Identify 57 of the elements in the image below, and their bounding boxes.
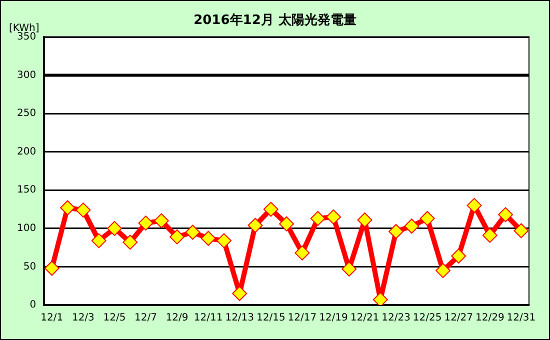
point — [170, 229, 185, 244]
point — [248, 218, 263, 233]
point — [122, 234, 138, 250]
point — [326, 209, 341, 224]
point — [106, 220, 122, 236]
x-tick-label: 12/9 — [166, 312, 188, 324]
point — [466, 198, 482, 213]
point — [216, 233, 232, 248]
point — [294, 245, 310, 260]
y-tick-label: 150 — [16, 184, 36, 196]
y-tick-label: 100 — [16, 223, 36, 234]
y-tick-label: 0 — [30, 300, 36, 311]
point — [357, 212, 372, 228]
point — [44, 260, 60, 276]
x-tick-label: 12/17 — [288, 312, 317, 324]
point — [420, 210, 435, 226]
x-tick-label: 12/25 — [412, 312, 442, 324]
point — [185, 224, 200, 240]
y-axis-title: [KWh] — [9, 23, 40, 34]
y-tick-label: 250 — [16, 108, 36, 120]
x-tick-label: 12/23 — [382, 312, 410, 324]
point — [76, 202, 91, 218]
point — [435, 263, 450, 278]
point — [498, 207, 514, 222]
point — [232, 286, 248, 302]
point — [372, 292, 388, 305]
x-tick-label: 12/31 — [506, 312, 536, 324]
point — [310, 210, 326, 226]
point — [263, 202, 278, 217]
point — [60, 200, 76, 216]
point — [451, 248, 466, 264]
x-tick-label: 12/19 — [319, 312, 348, 324]
y-tick-label: 300 — [16, 70, 36, 81]
x-tick-label: 12/27 — [444, 312, 474, 324]
x-tick-label: 12/15 — [256, 312, 286, 324]
point — [342, 262, 357, 277]
x-tick-label: 12/21 — [350, 312, 380, 324]
x-tick-label: 12/29 — [475, 312, 504, 324]
point — [482, 228, 498, 243]
x-tick-label: 12/11 — [194, 312, 223, 324]
x-tick-label: 12/1 — [40, 312, 64, 324]
point — [514, 223, 529, 238]
point — [138, 216, 154, 231]
point — [388, 224, 404, 239]
point — [154, 213, 169, 228]
x-tick-label: 12/7 — [134, 312, 157, 324]
chart-title: 2016年12月 太陽光発電量 — [194, 13, 356, 28]
point — [279, 216, 294, 232]
x-tick-label: 12/3 — [72, 312, 94, 324]
x-tick-label: 12/13 — [225, 312, 254, 324]
y-tick-label: 50 — [23, 261, 36, 272]
point — [404, 218, 420, 234]
y-tick-label: 350 — [16, 32, 36, 43]
point — [91, 233, 106, 248]
point — [200, 230, 216, 246]
x-tick-label: 12/5 — [103, 312, 126, 324]
y-tick-label: 200 — [16, 146, 36, 158]
